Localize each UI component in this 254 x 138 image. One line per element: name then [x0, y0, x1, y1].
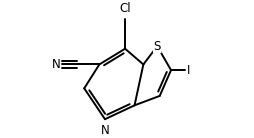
Text: S: S: [153, 40, 161, 53]
Text: Cl: Cl: [119, 2, 131, 15]
Text: N: N: [52, 58, 60, 71]
Text: I: I: [187, 64, 190, 77]
Text: N: N: [101, 124, 109, 137]
